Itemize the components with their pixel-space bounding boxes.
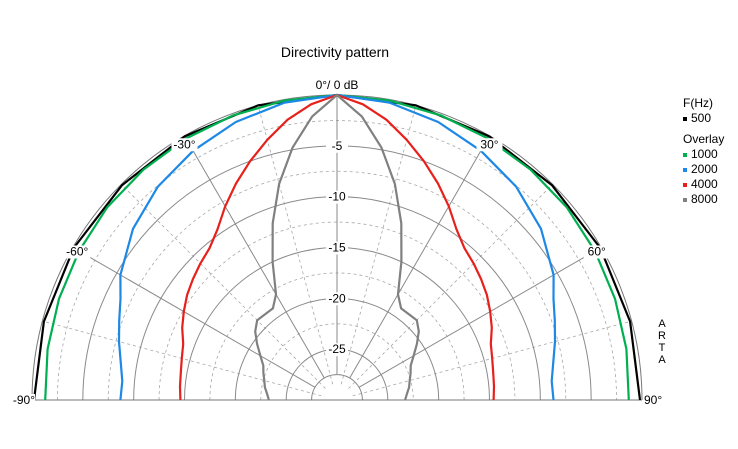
radial-tick-label: -20 (328, 291, 346, 305)
brand-letter: R (658, 330, 666, 342)
angle-label-bg (171, 138, 198, 152)
radial-label-bg (326, 241, 348, 255)
legend-swatch (683, 116, 687, 121)
legend-label: 8000 (691, 192, 718, 206)
angle-label: 90° (644, 393, 662, 407)
legend-overlay-header: Overlay (683, 132, 725, 146)
radial-label-bg (326, 139, 348, 153)
legend-item-4000: 4000 (683, 177, 724, 192)
radial-label-bg (326, 190, 348, 204)
chart-title: Directivity pattern (280, 44, 390, 60)
grid-ring-minor (311, 374, 363, 401)
brand-letter: A (658, 318, 666, 330)
grid-ring-inner (311, 374, 363, 401)
grid-spoke-major (349, 135, 490, 379)
angle-label: -60° (66, 245, 88, 259)
angle-label-bg (64, 245, 91, 259)
legend-swatch (683, 197, 687, 202)
arta-branding: A R T A (656, 318, 668, 366)
legend-item-1000: 1000 (683, 147, 724, 162)
brand-letter: T (658, 342, 666, 354)
legend-swatch (683, 167, 687, 172)
legend-label: 2000 (691, 162, 718, 176)
angle-label: -30° (173, 137, 195, 151)
angle-label: -90° (13, 393, 35, 407)
legend-label: 1000 (691, 147, 718, 161)
legend-swatch (683, 182, 687, 187)
angle-label: 30° (480, 137, 498, 151)
legend-item-8000: 8000 (683, 192, 724, 207)
grid-spoke-major (358, 247, 602, 388)
angle-label-bg (9, 394, 35, 407)
angle-label-bg (476, 138, 503, 152)
grid-spoke-minor (257, 105, 334, 385)
legend-label: 500 (691, 111, 712, 125)
grid-ring-minor (158, 221, 516, 401)
legend-label: 4000 (691, 177, 718, 191)
legend-item-500: 500 (683, 111, 724, 126)
grid-spoke-minor (121, 184, 326, 389)
radial-tick-label: -10 (328, 190, 346, 204)
top-angle-label: 0°/ 0 dB (316, 78, 359, 92)
radial-label-bg (326, 292, 348, 306)
radial-tick-label: -25 (328, 342, 346, 356)
legend-frequency-header: F(Hz) (683, 96, 713, 110)
angle-label-bg (644, 394, 670, 407)
brand-letter: A (658, 354, 666, 366)
chart-legend: F(Hz) 500 Overlay 1000 2000 4000 8000 (683, 96, 724, 207)
angle-label-bg (583, 245, 610, 259)
grid-spoke-minor (348, 184, 553, 389)
radial-tick-label: -5 (332, 139, 343, 153)
radial-label-bg (326, 343, 348, 357)
radial-tick-label: -15 (328, 241, 346, 255)
series-8000-line (254, 93, 420, 401)
legend-swatch (683, 152, 687, 157)
angle-label: 60° (588, 245, 606, 259)
grid-spoke-major (72, 247, 316, 388)
grid-spoke-minor (340, 105, 417, 385)
legend-item-2000: 2000 (683, 162, 724, 177)
grid-ring-minor (107, 170, 567, 401)
grid-spoke-major (184, 135, 325, 379)
